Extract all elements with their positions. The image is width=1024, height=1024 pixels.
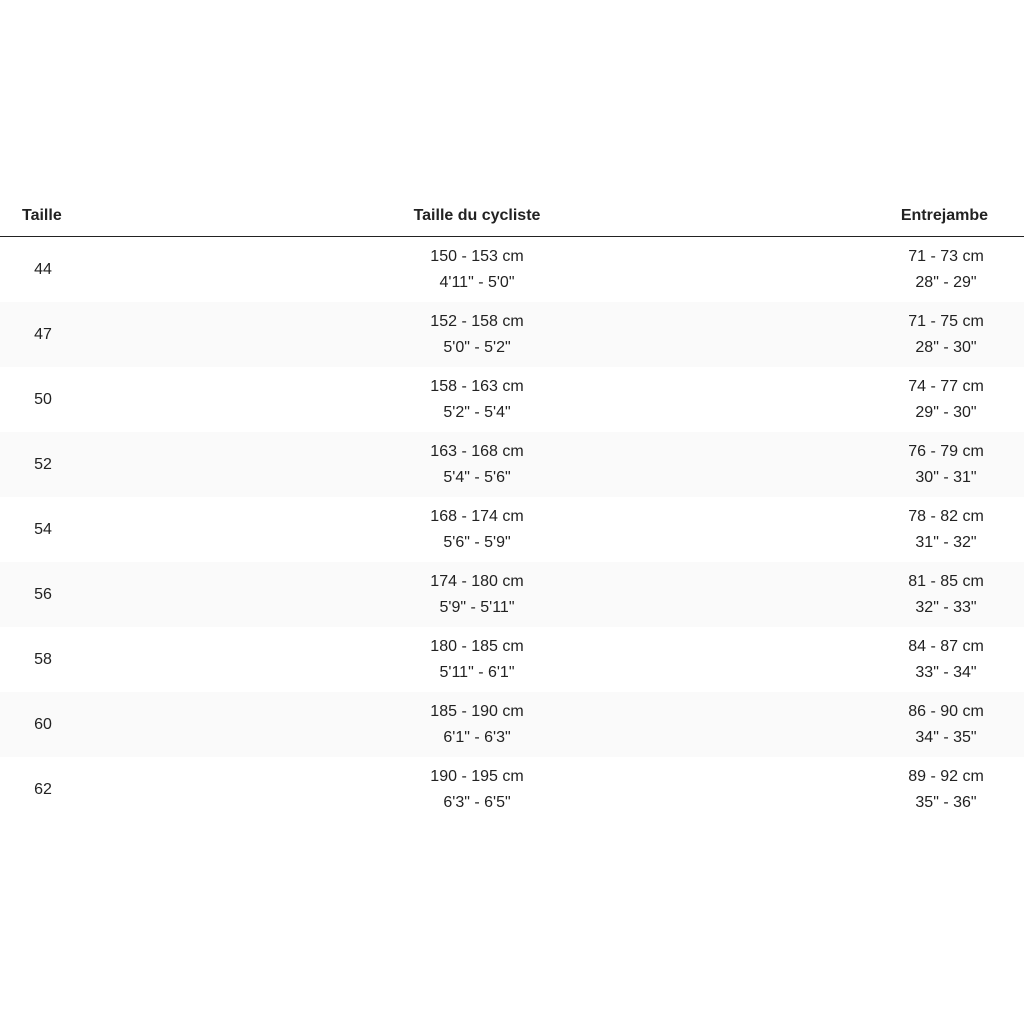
- height-ft: 4'11" - 5'0": [439, 273, 515, 291]
- header-size: Taille: [0, 196, 86, 237]
- table-header-row: Taille Taille du cycliste Entrejambe: [0, 196, 1024, 237]
- inseam-cell: 84 - 87 cm 33" - 34": [868, 627, 1024, 692]
- inseam-in: 29" - 30": [915, 403, 977, 421]
- height-ft: 5'6" - 5'9": [443, 533, 511, 551]
- table-row: 50 158 - 163 cm 5'2" - 5'4" 74 - 77 cm 29"…: [0, 367, 1024, 432]
- header-inseam: Entrejambe: [868, 196, 1024, 237]
- size-cell: 54: [34, 520, 52, 538]
- height-cm: 185 - 190 cm: [430, 702, 524, 720]
- inseam-in: 32" - 33": [915, 598, 977, 616]
- inseam-cell: 89 - 92 cm 35" - 36": [868, 757, 1024, 822]
- inseam-cm: 71 - 73 cm: [908, 247, 984, 265]
- height-ft: 5'9" - 5'11": [439, 598, 515, 616]
- rider-height-cell: 163 - 168 cm 5'4" - 5'6": [86, 432, 868, 497]
- size-cell: 58: [34, 650, 52, 668]
- height-cm: 190 - 195 cm: [430, 767, 524, 785]
- size-cell: 60: [0, 692, 86, 757]
- height-cm: 163 - 168 cm: [430, 442, 524, 460]
- inseam-cm: 78 - 82 cm: [908, 507, 984, 525]
- inseam-cm: 74 - 77 cm: [908, 377, 984, 395]
- size-cell: 50: [34, 390, 52, 408]
- height-cm: 158 - 163 cm: [430, 377, 524, 395]
- rider-height-cell: 180 - 185 cm 5'11" - 6'1": [86, 627, 868, 692]
- table-row: 58 180 - 185 cm 5'11" - 6'1" 84 - 87 cm 33…: [0, 627, 1024, 692]
- inseam-in: 33" - 34": [915, 663, 977, 681]
- rider-height-cell: 190 - 195 cm 6'3" - 6'5": [86, 757, 868, 822]
- size-cell: 56: [0, 562, 86, 627]
- height-cm: 150 - 153 cm: [430, 247, 524, 265]
- inseam-cell: 71 - 75 cm 28" - 30": [868, 302, 1024, 367]
- size-cell: 62: [34, 780, 52, 798]
- height-ft: 5'4" - 5'6": [443, 468, 511, 486]
- inseam-in: 35" - 36": [915, 793, 977, 811]
- inseam-cm: 81 - 85 cm: [908, 572, 984, 590]
- inseam-cell: 78 - 82 cm 31" - 32": [868, 497, 1024, 562]
- size-chart-table: Taille Taille du cycliste Entrejambe 44 …: [0, 196, 1024, 822]
- table-row: 62 190 - 195 cm 6'3" - 6'5" 89 - 92 cm 35"…: [0, 757, 1024, 822]
- height-cm: 180 - 185 cm: [430, 637, 524, 655]
- inseam-in: 31" - 32": [915, 533, 977, 551]
- inseam-in: 34" - 35": [915, 728, 977, 746]
- inseam-cell: 86 - 90 cm 34" - 35": [868, 692, 1024, 757]
- inseam-cm: 71 - 75 cm: [908, 312, 984, 330]
- rider-height-cell: 185 - 190 cm 6'1" - 6'3": [86, 692, 868, 757]
- rider-height-cell: 158 - 163 cm 5'2" - 5'4": [86, 367, 868, 432]
- rider-height-cell: 150 - 153 cm 4'11" - 5'0": [86, 237, 868, 303]
- size-cell: 44: [34, 260, 52, 278]
- size-cell: 47: [0, 302, 86, 367]
- table-row: 47 152 - 158 cm 5'0" - 5'2" 71 - 75 cm 28"…: [0, 302, 1024, 367]
- height-cm: 168 - 174 cm: [430, 507, 524, 525]
- inseam-cm: 86 - 90 cm: [908, 702, 984, 720]
- inseam-cell: 71 - 73 cm 28" - 29": [868, 237, 1024, 303]
- height-ft: 6'1" - 6'3": [443, 728, 511, 746]
- inseam-in: 28" - 29": [915, 273, 977, 291]
- rider-height-cell: 152 - 158 cm 5'0" - 5'2": [86, 302, 868, 367]
- table-row: 60 185 - 190 cm 6'1" - 6'3" 86 - 90 cm 34"…: [0, 692, 1024, 757]
- inseam-cm: 84 - 87 cm: [908, 637, 984, 655]
- size-cell: 52: [0, 432, 86, 497]
- header-rider-height: Taille du cycliste: [86, 196, 868, 237]
- height-ft: 5'2" - 5'4": [443, 403, 511, 421]
- height-cm: 152 - 158 cm: [430, 312, 524, 330]
- rider-height-cell: 168 - 174 cm 5'6" - 5'9": [86, 497, 868, 562]
- table-row: 44 150 - 153 cm 4'11" - 5'0" 71 - 73 cm 28…: [0, 237, 1024, 303]
- rider-height-cell: 174 - 180 cm 5'9" - 5'11": [86, 562, 868, 627]
- inseam-cell: 76 - 79 cm 30" - 31": [868, 432, 1024, 497]
- inseam-in: 28" - 30": [915, 338, 977, 356]
- inseam-cell: 74 - 77 cm 29" - 30": [868, 367, 1024, 432]
- inseam-cell: 81 - 85 cm 32" - 33": [868, 562, 1024, 627]
- height-ft: 5'0" - 5'2": [443, 338, 511, 356]
- inseam-cm: 76 - 79 cm: [908, 442, 984, 460]
- inseam-in: 30" - 31": [915, 468, 977, 486]
- height-ft: 6'3" - 6'5": [443, 793, 511, 811]
- table-row: 54 168 - 174 cm 5'6" - 5'9" 78 - 82 cm 31"…: [0, 497, 1024, 562]
- table-row: 56 174 - 180 cm 5'9" - 5'11" 81 - 85 cm 32…: [0, 562, 1024, 627]
- height-ft: 5'11" - 6'1": [439, 663, 515, 681]
- inseam-cm: 89 - 92 cm: [908, 767, 984, 785]
- height-cm: 174 - 180 cm: [430, 572, 524, 590]
- table-row: 52 163 - 168 cm 5'4" - 5'6" 76 - 79 cm 30"…: [0, 432, 1024, 497]
